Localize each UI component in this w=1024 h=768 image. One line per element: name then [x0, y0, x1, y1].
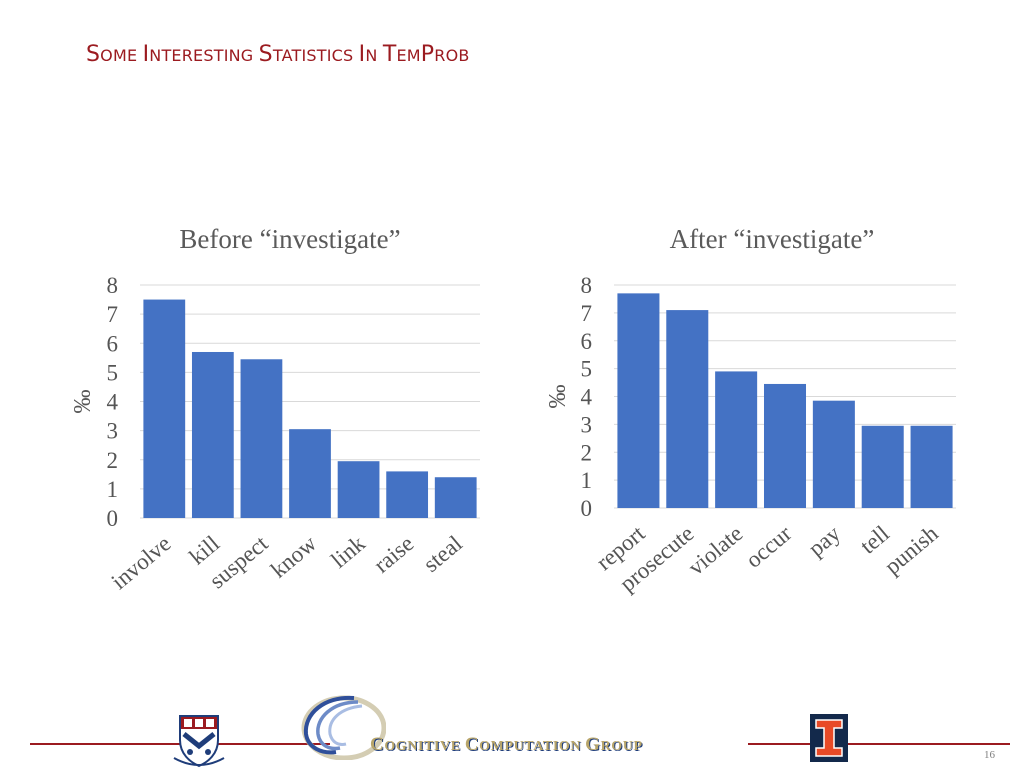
group-name-word: C	[464, 734, 480, 755]
title-word-rest: NTERESTING	[149, 46, 259, 65]
cognitive-computation-group-logo	[301, 695, 386, 760]
y-tick-label: 0	[107, 506, 119, 531]
group-name: COGNITIVE COMPUTATION GROUP	[370, 734, 643, 756]
y-tick-label: 4	[581, 385, 593, 410]
group-name-word-rest: ROUP	[600, 739, 643, 754]
y-tick-label: 3	[581, 412, 593, 437]
x-category-label: violate	[683, 521, 747, 580]
title-word-rest: ROB	[434, 46, 470, 65]
bar	[666, 310, 709, 508]
title-word-rest: EM	[396, 46, 421, 65]
y-tick-label: 5	[581, 357, 593, 382]
x-category-label: involve	[107, 531, 176, 595]
chart-title: Before “investigate”	[179, 224, 400, 254]
bar	[289, 429, 331, 518]
x-category-label: raise	[369, 531, 418, 578]
footer-divider-right	[748, 743, 1010, 745]
title-word: T	[382, 42, 397, 67]
y-tick-label: 3	[107, 419, 119, 444]
title-word: S	[86, 42, 101, 67]
penn-shield-logo	[173, 715, 225, 768]
group-name-word: G	[585, 734, 601, 755]
bar	[763, 383, 807, 508]
y-tick-label: 1	[581, 468, 593, 493]
bar	[143, 299, 186, 518]
y-tick-label: 8	[107, 273, 119, 298]
title-word: S	[258, 42, 273, 67]
title-word-rest: TATISTICS	[272, 46, 359, 65]
y-tick-label: 1	[107, 477, 119, 502]
x-category-label: steal	[419, 531, 467, 577]
title-word-rest: OME	[100, 46, 143, 65]
bar	[715, 371, 758, 508]
y-tick-label: 2	[581, 440, 593, 465]
y-tick-label: 5	[107, 360, 119, 385]
y-axis-label: ‰	[70, 390, 96, 414]
illinois-block-i-logo	[810, 714, 848, 762]
bar	[191, 351, 234, 518]
group-name-word-rest: OMPUTATION	[479, 739, 586, 754]
y-tick-label: 8	[581, 273, 593, 298]
title-word-rest: N	[365, 46, 383, 65]
bar	[386, 471, 429, 518]
title-word: I	[358, 42, 366, 67]
y-tick-label: 7	[107, 302, 119, 327]
y-tick-label: 0	[581, 496, 593, 521]
bar	[434, 477, 477, 518]
chart-title: After “investigate”	[670, 224, 875, 254]
page-number: 16	[984, 749, 995, 761]
group-name-word-rest: OGNITIVE	[384, 739, 465, 754]
bar	[861, 425, 904, 508]
bar	[337, 461, 380, 518]
x-category-label: pay	[804, 520, 846, 561]
title-word: I	[142, 42, 150, 67]
y-tick-label: 4	[107, 390, 119, 415]
slide-title: SOME INTERESTING STATISTICS IN TEMPROB	[86, 42, 470, 67]
bar	[910, 425, 953, 508]
x-category-label: occur	[741, 520, 796, 572]
y-axis-label: ‰	[545, 385, 571, 409]
y-tick-label: 6	[581, 329, 593, 354]
x-category-label: punish	[880, 520, 943, 579]
group-name-word: C	[370, 734, 385, 755]
bar-chart: After “investigate”012345678‰reportprose…	[545, 224, 956, 596]
title-word: P	[420, 42, 435, 67]
bar	[617, 293, 660, 508]
bar	[240, 359, 283, 518]
bar	[812, 400, 855, 508]
y-tick-label: 6	[107, 331, 119, 356]
y-tick-label: 2	[107, 448, 119, 473]
x-category-label: link	[326, 530, 370, 572]
y-tick-label: 7	[581, 301, 593, 326]
x-category-label: know	[266, 530, 322, 582]
